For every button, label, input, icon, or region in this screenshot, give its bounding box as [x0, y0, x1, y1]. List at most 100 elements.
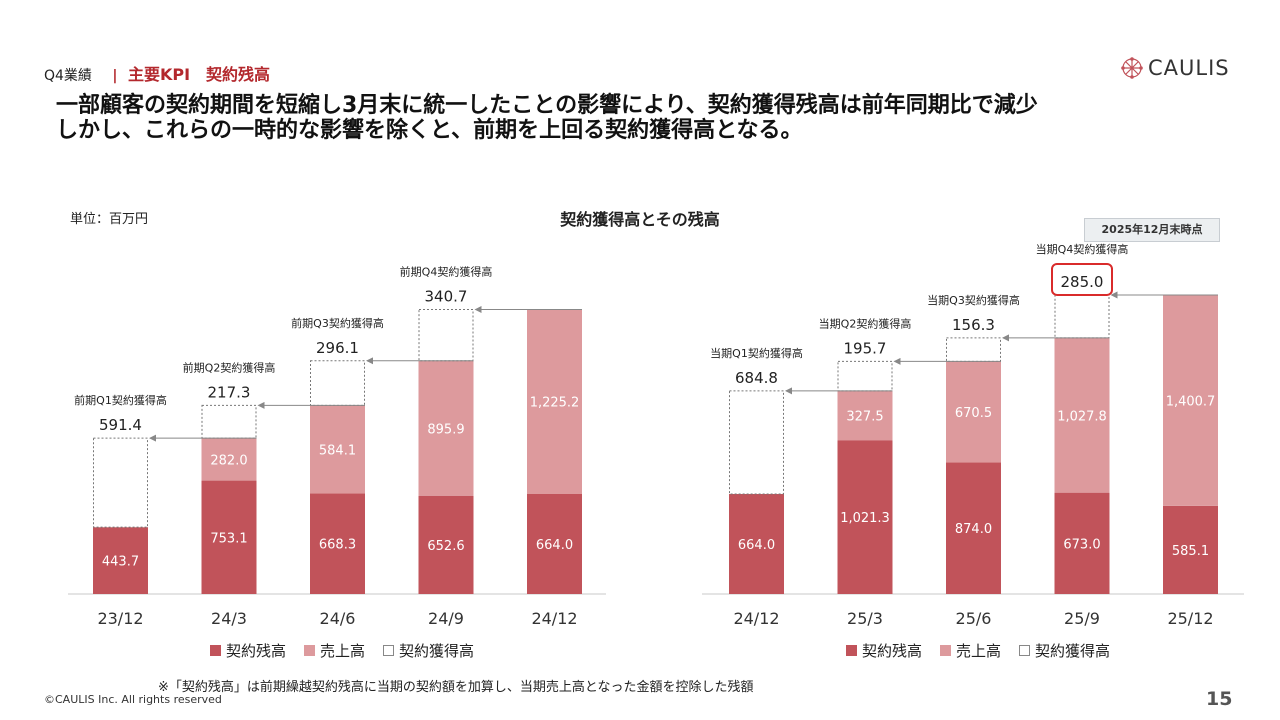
legend-swatch-backlog: [846, 645, 857, 656]
bar-acquisition: [837, 360, 893, 392]
annotation-label: 前期Q1契約獲得高: [74, 393, 167, 407]
bar-backlog: [1163, 505, 1218, 594]
legend-item-sales: 売上高: [304, 640, 365, 661]
unit-label: 単位：百万円: [70, 212, 149, 227]
bar-sales: [946, 361, 1001, 463]
bar-acquisition: [418, 308, 474, 362]
data-label-acquisition: 156.3: [952, 316, 995, 334]
data-label-acquisition: 684.8: [735, 369, 778, 387]
data-label-sales: 282.0: [210, 453, 247, 468]
data-label-sales: 584.1: [319, 443, 356, 458]
x-tick-label: 24/6: [320, 609, 356, 628]
x-tick-label: 24/3: [211, 609, 247, 628]
legend-item-sales: 売上高: [940, 640, 1001, 661]
x-tick-label: 25/3: [847, 609, 883, 628]
bar-sales: [310, 405, 365, 494]
data-label-sales: 1,027.8: [1057, 409, 1107, 424]
data-label-acquisition: 591.4: [99, 416, 142, 434]
bar-acquisition: [729, 390, 784, 495]
data-label-sales: 1,400.7: [1166, 394, 1216, 409]
page-number: 15: [1206, 688, 1233, 710]
headline-line-2: しかし、これらの一時的な影響を除くと、前期を上回る契約獲得高となる。: [56, 118, 803, 143]
as-of-badge: 2025年12月末時点: [1084, 218, 1220, 242]
legend-swatch-backlog: [210, 645, 221, 656]
legend-item-backlog: 契約残高: [846, 640, 922, 661]
bar-backlog: [729, 494, 784, 594]
data-label-sales: 327.5: [846, 410, 883, 425]
breadcrumb: Q4業績 | 主要KPI 契約残高: [44, 61, 270, 85]
data-label-backlog: 664.0: [738, 538, 775, 553]
x-tick-label: 25/6: [956, 609, 992, 628]
bar-sales: [201, 438, 257, 481]
bar-backlog: [201, 480, 257, 594]
x-tick-label: 25/9: [1064, 609, 1100, 628]
bar-acquisition: [310, 360, 365, 406]
copyright: ©CAULIS Inc. All rights reserved: [44, 693, 222, 706]
legend-swatch-acquisition: [383, 645, 395, 656]
legend-swatch-acquisition: [1019, 645, 1031, 656]
bar-sales: [418, 360, 474, 496]
data-label-backlog: 753.1: [210, 531, 247, 546]
data-label-backlog: 652.6: [427, 539, 464, 554]
legend-left: 契約残高 売上高 契約獲得高: [210, 640, 492, 661]
annotation-label: 前期Q4契約獲得高: [400, 264, 493, 278]
bar-sales: [837, 390, 893, 441]
x-tick-label: 24/12: [531, 609, 577, 628]
legend-swatch-sales: [940, 645, 952, 656]
data-label-sales: 1,225.2: [530, 396, 580, 411]
annotation-label: 当期Q2契約獲得高: [819, 316, 912, 330]
headline-line-1: 一部顧客の契約期間を短縮し3月末に統一したことの影響により、契約獲得残高は前年同…: [56, 93, 1038, 118]
data-label-acquisition: 195.7: [844, 339, 887, 357]
bar-backlog: [93, 527, 148, 594]
legend-right: 契約残高 売上高 契約獲得高: [846, 640, 1128, 661]
data-label-sales: 670.5: [955, 406, 992, 421]
data-label-acquisition: 217.3: [208, 383, 251, 401]
annotation-label: 当期Q1契約獲得高: [710, 346, 803, 360]
bar-acquisition: [1054, 294, 1110, 339]
x-tick-label: 24/12: [733, 609, 779, 628]
bar-sales: [527, 309, 582, 495]
headline: 一部顧客の契約期間を短縮し3月末に統一したことの影響により、契約獲得残高は前年同…: [56, 93, 1196, 143]
annotation-label: 当期Q3契約獲得高: [927, 293, 1020, 307]
bar-backlog: [1054, 492, 1110, 594]
annotation-label: 前期Q3契約獲得高: [291, 316, 384, 330]
data-label-acquisition: 296.1: [316, 339, 359, 357]
highlight-box: [1051, 262, 1113, 296]
bar-backlog: [310, 493, 365, 594]
x-tick-label: 23/12: [97, 609, 143, 628]
data-label-backlog: 443.7: [102, 555, 139, 570]
data-label-backlog: 874.0: [955, 522, 992, 537]
legend-item-acquisition: 契約獲得高: [383, 640, 474, 661]
kpi-title: 主要KPI 契約残高: [127, 65, 271, 84]
breadcrumb-separator: |: [112, 68, 118, 84]
company-logo: CAULIS: [1120, 56, 1230, 80]
legend-item-acquisition: 契約獲得高: [1019, 640, 1110, 661]
data-label-sales: 895.9: [427, 422, 464, 437]
bar-sales: [1054, 337, 1110, 493]
footnote: ※「契約残高」は前期繰越契約残高に当期の契約額を加算し、当期売上高となった金額を…: [158, 680, 754, 695]
legend-item-backlog: 契約残高: [210, 640, 286, 661]
x-tick-label: 24/9: [428, 609, 464, 628]
legend-swatch-sales: [304, 645, 316, 656]
data-label-acquisition: 340.7: [425, 287, 468, 305]
section-label: Q4業績: [44, 68, 92, 84]
bar-acquisition: [201, 404, 257, 439]
bar-sales: [1163, 294, 1218, 506]
bar-backlog: [418, 495, 474, 594]
bar-acquisition: [93, 437, 148, 528]
network-icon: [1121, 57, 1143, 79]
data-label-backlog: 1,021.3: [840, 511, 890, 526]
chart-title: 契約獲得高とその残高: [560, 210, 720, 229]
bar-acquisition: [946, 337, 1001, 362]
bar-backlog: [837, 440, 893, 594]
data-label-backlog: 668.3: [319, 538, 356, 553]
annotation-label: 前期Q2契約獲得高: [183, 360, 276, 374]
bar-backlog: [527, 494, 582, 594]
annotation-label: 当期Q4契約獲得高: [1036, 242, 1129, 256]
logo-text: CAULIS: [1148, 56, 1230, 80]
x-tick-label: 25/12: [1167, 609, 1213, 628]
data-label-backlog: 673.0: [1063, 537, 1100, 552]
data-label-backlog: 585.1: [1172, 544, 1209, 559]
data-label-backlog: 664.0: [536, 538, 573, 553]
